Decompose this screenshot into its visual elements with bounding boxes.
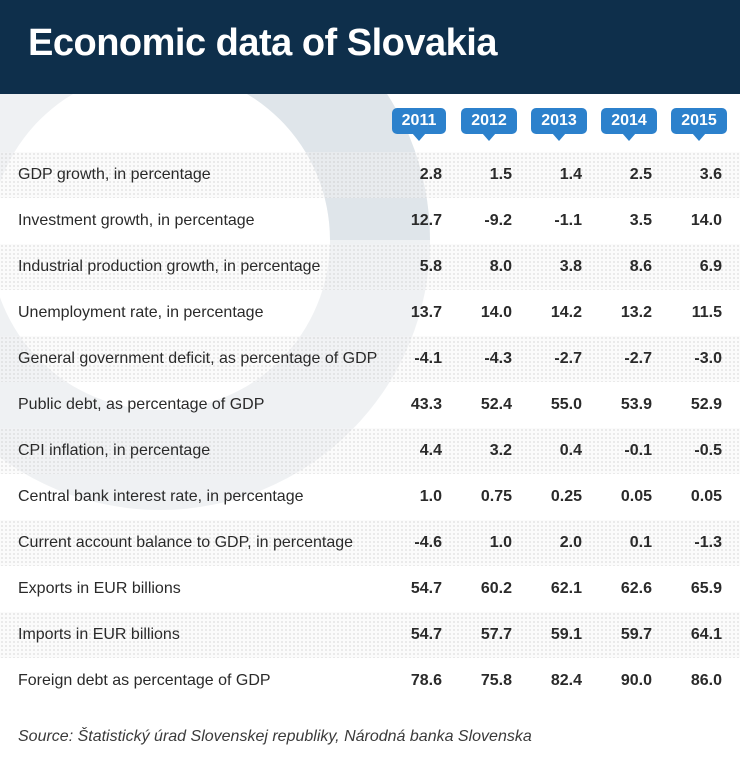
row-value: -2.7 bbox=[594, 350, 664, 368]
row-value: 0.4 bbox=[524, 442, 594, 460]
row-value: 14.0 bbox=[664, 212, 734, 230]
row-value: 60.2 bbox=[454, 580, 524, 598]
row-value: 11.5 bbox=[664, 304, 734, 322]
row-value: 82.4 bbox=[524, 672, 594, 690]
row-value: -4.3 bbox=[454, 350, 524, 368]
row-value: 57.7 bbox=[454, 626, 524, 644]
row-label: Foreign debt as percentage of GDP bbox=[14, 672, 384, 690]
table-row: GDP growth, in percentage2.81.51.42.53.6 bbox=[0, 152, 740, 198]
year-pill: 2012 bbox=[461, 108, 517, 134]
row-value: 1.0 bbox=[384, 488, 454, 506]
row-label: Current account balance to GDP, in perce… bbox=[14, 534, 384, 552]
row-value: 13.7 bbox=[384, 304, 454, 322]
row-value: 86.0 bbox=[664, 672, 734, 690]
row-value: 2.0 bbox=[524, 534, 594, 552]
row-value: 2.8 bbox=[384, 166, 454, 184]
row-value: 64.1 bbox=[664, 626, 734, 644]
row-value: 0.75 bbox=[454, 488, 524, 506]
row-value: 2.5 bbox=[594, 166, 664, 184]
row-value: -9.2 bbox=[454, 212, 524, 230]
row-value: 78.6 bbox=[384, 672, 454, 690]
table-row: Foreign debt as percentage of GDP78.675.… bbox=[0, 658, 740, 704]
row-value: 75.8 bbox=[454, 672, 524, 690]
row-label: Public debt, as percentage of GDP bbox=[14, 396, 384, 414]
row-value: -3.0 bbox=[664, 350, 734, 368]
row-label: Investment growth, in percentage bbox=[14, 212, 384, 230]
year-pill: 2014 bbox=[601, 108, 657, 134]
year-col-4: 2015 bbox=[664, 108, 734, 134]
year-col-2: 2013 bbox=[524, 108, 594, 134]
table-row: Investment growth, in percentage12.7-9.2… bbox=[0, 198, 740, 244]
row-value: 1.0 bbox=[454, 534, 524, 552]
row-value: 0.1 bbox=[594, 534, 664, 552]
row-value: -0.5 bbox=[664, 442, 734, 460]
row-value: -1.3 bbox=[664, 534, 734, 552]
row-label: CPI inflation, in percentage bbox=[14, 442, 384, 460]
table: 2011 2012 2013 2014 2015 GDP growth, in … bbox=[0, 94, 740, 704]
row-label: Exports in EUR billions bbox=[14, 580, 384, 598]
row-value: 59.7 bbox=[594, 626, 664, 644]
header: Economic data of Slovakia bbox=[0, 0, 740, 94]
page-title: Economic data of Slovakia bbox=[28, 22, 712, 66]
row-value: 52.9 bbox=[664, 396, 734, 414]
row-value: 4.4 bbox=[384, 442, 454, 460]
row-value: 12.7 bbox=[384, 212, 454, 230]
year-spacer bbox=[14, 108, 384, 134]
row-value: 62.1 bbox=[524, 580, 594, 598]
table-row: Exports in EUR billions54.760.262.162.66… bbox=[0, 566, 740, 612]
row-value: 55.0 bbox=[524, 396, 594, 414]
row-label: Central bank interest rate, in percentag… bbox=[14, 488, 384, 506]
row-value: 0.25 bbox=[524, 488, 594, 506]
row-value: -4.1 bbox=[384, 350, 454, 368]
row-value: 3.2 bbox=[454, 442, 524, 460]
row-value: 14.0 bbox=[454, 304, 524, 322]
row-value: 59.1 bbox=[524, 626, 594, 644]
table-row: Unemployment rate, in percentage13.714.0… bbox=[0, 290, 740, 336]
row-value: 1.4 bbox=[524, 166, 594, 184]
row-label: Imports in EUR billions bbox=[14, 626, 384, 644]
row-value: 54.7 bbox=[384, 626, 454, 644]
row-value: 52.4 bbox=[454, 396, 524, 414]
row-value: 90.0 bbox=[594, 672, 664, 690]
table-row: Central bank interest rate, in percentag… bbox=[0, 474, 740, 520]
year-col-0: 2011 bbox=[384, 108, 454, 134]
row-value: -1.1 bbox=[524, 212, 594, 230]
row-value: 5.8 bbox=[384, 258, 454, 276]
row-value: -0.1 bbox=[594, 442, 664, 460]
table-row: Current account balance to GDP, in perce… bbox=[0, 520, 740, 566]
row-value: 3.5 bbox=[594, 212, 664, 230]
row-value: 65.9 bbox=[664, 580, 734, 598]
year-header-row: 2011 2012 2013 2014 2015 bbox=[0, 94, 740, 152]
row-value: 43.3 bbox=[384, 396, 454, 414]
table-row: General government deficit, as percentag… bbox=[0, 336, 740, 382]
table-row: Public debt, as percentage of GDP43.352.… bbox=[0, 382, 740, 428]
row-value: 3.8 bbox=[524, 258, 594, 276]
row-value: -4.6 bbox=[384, 534, 454, 552]
row-value: 54.7 bbox=[384, 580, 454, 598]
row-value: 0.05 bbox=[664, 488, 734, 506]
row-label: GDP growth, in percentage bbox=[14, 166, 384, 184]
row-value: 62.6 bbox=[594, 580, 664, 598]
row-value: 3.6 bbox=[664, 166, 734, 184]
row-value: 1.5 bbox=[454, 166, 524, 184]
row-value: 6.9 bbox=[664, 258, 734, 276]
row-value: 14.2 bbox=[524, 304, 594, 322]
table-row: CPI inflation, in percentage4.43.20.4-0.… bbox=[0, 428, 740, 474]
row-label: General government deficit, as percentag… bbox=[14, 350, 384, 368]
row-value: 8.0 bbox=[454, 258, 524, 276]
year-pill: 2011 bbox=[392, 108, 447, 134]
row-value: -2.7 bbox=[524, 350, 594, 368]
year-pill: 2013 bbox=[531, 108, 587, 134]
row-label: Industrial production growth, in percent… bbox=[14, 258, 384, 276]
row-value: 53.9 bbox=[594, 396, 664, 414]
row-label: Unemployment rate, in percentage bbox=[14, 304, 384, 322]
year-col-3: 2014 bbox=[594, 108, 664, 134]
table-row: Industrial production growth, in percent… bbox=[0, 244, 740, 290]
year-col-1: 2012 bbox=[454, 108, 524, 134]
year-pill: 2015 bbox=[671, 108, 727, 134]
row-value: 0.05 bbox=[594, 488, 664, 506]
table-row: Imports in EUR billions54.757.759.159.76… bbox=[0, 612, 740, 658]
row-value: 8.6 bbox=[594, 258, 664, 276]
row-value: 13.2 bbox=[594, 304, 664, 322]
